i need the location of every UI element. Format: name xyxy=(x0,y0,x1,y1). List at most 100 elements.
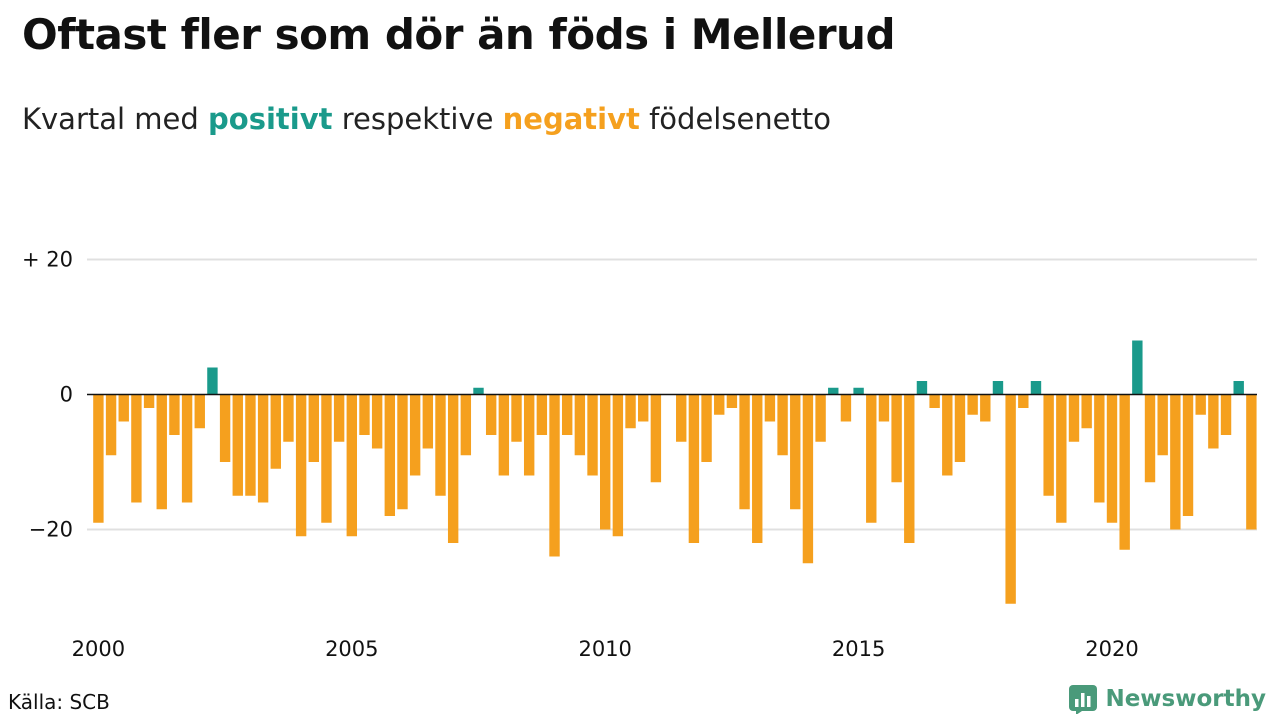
subtitle-middle: respektive xyxy=(332,102,503,136)
bar-negative xyxy=(447,394,459,543)
bar-negative xyxy=(587,394,598,476)
bar-negative xyxy=(1246,394,1257,530)
bar-negative xyxy=(460,394,472,456)
bar-negative xyxy=(1094,394,1105,503)
y-tick-label: 0 xyxy=(60,383,73,407)
bar-negative xyxy=(194,394,205,429)
bar-negative xyxy=(764,394,776,422)
bar-positive xyxy=(1030,381,1042,395)
chart-title: Oftast fler som dör än föds i Mellerud xyxy=(22,10,896,59)
bar-negative xyxy=(904,394,915,543)
bar-negative xyxy=(891,394,902,483)
bar-positive xyxy=(853,387,864,395)
subtitle-positive-word: positivt xyxy=(208,102,333,136)
x-tick-label: 2020 xyxy=(1085,637,1138,661)
bar-negative xyxy=(219,394,231,462)
bar-negative xyxy=(942,394,953,476)
bar-positive xyxy=(207,367,218,395)
bar-negative xyxy=(878,394,890,422)
bar-negative xyxy=(1018,394,1029,408)
bar-negative xyxy=(232,394,243,496)
bar-negative xyxy=(1081,394,1092,429)
bar-negative xyxy=(257,394,269,503)
bar-negative xyxy=(1157,394,1168,456)
bar-negative xyxy=(549,394,560,557)
bar-negative xyxy=(1106,394,1118,523)
bar-positive xyxy=(1233,381,1244,395)
bar-negative xyxy=(181,394,193,503)
subtitle-suffix: födelsenetto xyxy=(639,102,831,136)
bar-negative xyxy=(688,394,700,543)
x-tick-label: 2010 xyxy=(578,637,631,661)
bar-negative xyxy=(409,394,421,476)
bar-negative xyxy=(105,394,117,456)
bar-negative xyxy=(359,394,370,435)
bar-negative xyxy=(321,394,332,523)
bar-negative xyxy=(561,394,573,435)
x-tick-label: 2005 xyxy=(325,637,378,661)
bar-negative xyxy=(131,394,142,503)
bar-negative xyxy=(245,394,256,496)
bar-negative xyxy=(1208,394,1219,449)
bar-negative xyxy=(143,394,155,408)
bar-negative xyxy=(169,394,180,435)
bar-negative xyxy=(346,394,357,537)
bar-negative xyxy=(1182,394,1194,516)
bar-negative xyxy=(752,394,763,543)
source-note: Källa: SCB xyxy=(8,690,110,714)
bar-negative xyxy=(574,394,586,456)
bar-negative xyxy=(384,394,396,516)
bar-negative xyxy=(1195,394,1206,415)
bar-negative xyxy=(1170,394,1181,530)
bar-negative xyxy=(980,394,991,422)
bar-negative xyxy=(1119,394,1130,550)
bar-negative xyxy=(650,394,662,483)
bar-negative xyxy=(802,394,814,564)
bar-negative xyxy=(118,394,129,422)
bar-negative xyxy=(815,394,826,442)
bar-negative xyxy=(156,394,167,510)
bar-positive xyxy=(992,381,1004,395)
bar-negative xyxy=(954,394,966,462)
bar-negative xyxy=(840,394,852,422)
bar-negative xyxy=(397,394,408,510)
bar-negative xyxy=(777,394,788,456)
bar-negative xyxy=(511,394,522,442)
bar-negative xyxy=(967,394,978,415)
bar-negative xyxy=(790,394,801,510)
bar-negative xyxy=(422,394,434,449)
bar-positive xyxy=(1132,340,1143,395)
brand-logo: Newsworthy xyxy=(1068,684,1266,714)
bar-negative xyxy=(435,394,446,496)
bar-negative xyxy=(1043,394,1054,496)
x-tick-label: 2015 xyxy=(832,637,885,661)
bar-negative xyxy=(638,394,649,422)
bar-negative xyxy=(498,394,510,476)
bar-negative xyxy=(726,394,738,408)
bar-negative xyxy=(523,394,535,476)
bar-negative xyxy=(1068,394,1080,442)
bar-negative xyxy=(1056,394,1067,523)
bar-negative xyxy=(1144,394,1156,483)
brand-name: Newsworthy xyxy=(1105,686,1266,712)
bar-negative xyxy=(270,394,281,469)
bar-negative xyxy=(283,394,294,442)
bar-negative xyxy=(739,394,750,510)
y-tick-label: −20 xyxy=(29,518,73,542)
bar-negative xyxy=(866,394,877,523)
bar-negative xyxy=(485,394,497,435)
bar-negative xyxy=(600,394,611,530)
bar-negative xyxy=(93,394,104,523)
bar-positive xyxy=(828,387,839,395)
bar-negative xyxy=(333,394,345,442)
bar-positive xyxy=(473,387,484,395)
bar-negative xyxy=(1005,394,1016,604)
bar-negative xyxy=(536,394,548,435)
bar-negative xyxy=(612,394,624,537)
bar-negative xyxy=(929,394,940,408)
x-tick-label: 2000 xyxy=(72,637,125,661)
bar-positive xyxy=(916,381,928,395)
bar-negative xyxy=(295,394,307,537)
y-tick-label: + 20 xyxy=(22,248,73,272)
